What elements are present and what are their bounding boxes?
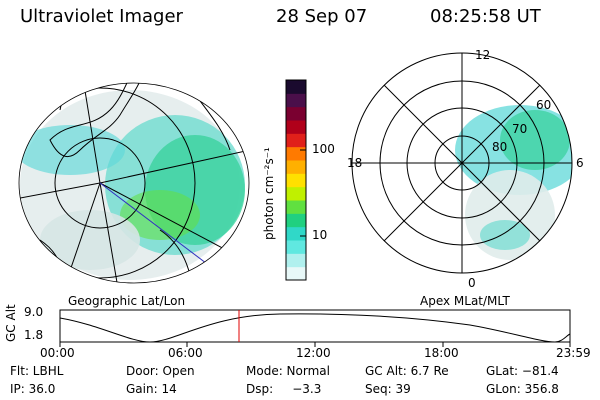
timeline-xtick-2359: 23:59 [556,346,591,360]
geographic-map [18,82,250,284]
timeline-xtick-1200: 12:00 [296,346,331,360]
colorbar-segment [286,200,306,214]
colorbar-segment [286,133,306,148]
colorbar-unit-label: photon cm⁻²s⁻¹ [262,147,276,240]
colorbar-segment [286,93,306,108]
colorbar-segment [286,146,306,161]
timeline-ytick-9: 9.0 [24,305,44,319]
colorbar-segment [286,266,306,281]
footer-dsp: Dsp: −3.3 [246,382,322,396]
colorbar-segment [286,106,306,121]
instrument-title: Ultraviolet Imager [20,6,183,27]
footer-glon: GLon: 356.8 [486,382,559,396]
footer-glat: GLat: −81.4 [486,364,559,378]
footer-gain: Gain: 14 [126,382,177,396]
colorbar-segment [286,213,306,228]
colorbar-tick-10: 10 [312,228,328,242]
timeline-xtick-1800: 18:00 [424,346,459,360]
timeline-ytick-1-8: 1.8 [24,328,44,342]
colorbar-segment [286,160,306,174]
footer-ip: IP: 36.0 [10,382,56,396]
mlt-label-6: 6 [576,156,584,170]
colorbar-segment [286,253,306,268]
mlt-label-12: 12 [475,48,491,62]
mlat-label-80: 80 [492,140,508,154]
footer-mode: Mode: Normal [246,364,330,378]
right-panel-caption: Apex MLat/MLT [420,294,510,308]
colorbar-segment [286,80,306,94]
timeline-axis-label: GC Alt [4,304,18,342]
timeline-xtick-0000: 00:00 [40,346,75,360]
mlat-label-70: 70 [512,122,528,136]
colorbar-segment [286,226,306,241]
altitude-timeline [59,309,571,347]
date-label: 28 Sep 07 [276,6,368,27]
colorbar-segment [286,186,306,201]
mlt-label-18: 18 [347,156,363,170]
mlat-mlt-polar-plot [351,52,573,274]
left-panel-caption: Geographic Lat/Lon [68,294,186,308]
time-label: 08:25:58 UT [430,6,541,27]
colorbar-segment [286,173,306,188]
colorbar-tick-100: 100 [312,142,335,156]
mlat-label-60: 60 [536,98,552,112]
footer-filter: Flt: LBHL [10,364,64,378]
footer-door: Door: Open [126,364,195,378]
colorbar-segment [286,240,306,254]
colorbar [285,79,307,281]
footer-seq: Seq: 39 [365,382,411,396]
footer-gc-alt: GC Alt: 6.7 Re [365,364,449,378]
mlt-label-0: 0 [468,276,476,290]
colorbar-segment [286,120,306,134]
timeline-xtick-0600: 06:00 [168,346,203,360]
